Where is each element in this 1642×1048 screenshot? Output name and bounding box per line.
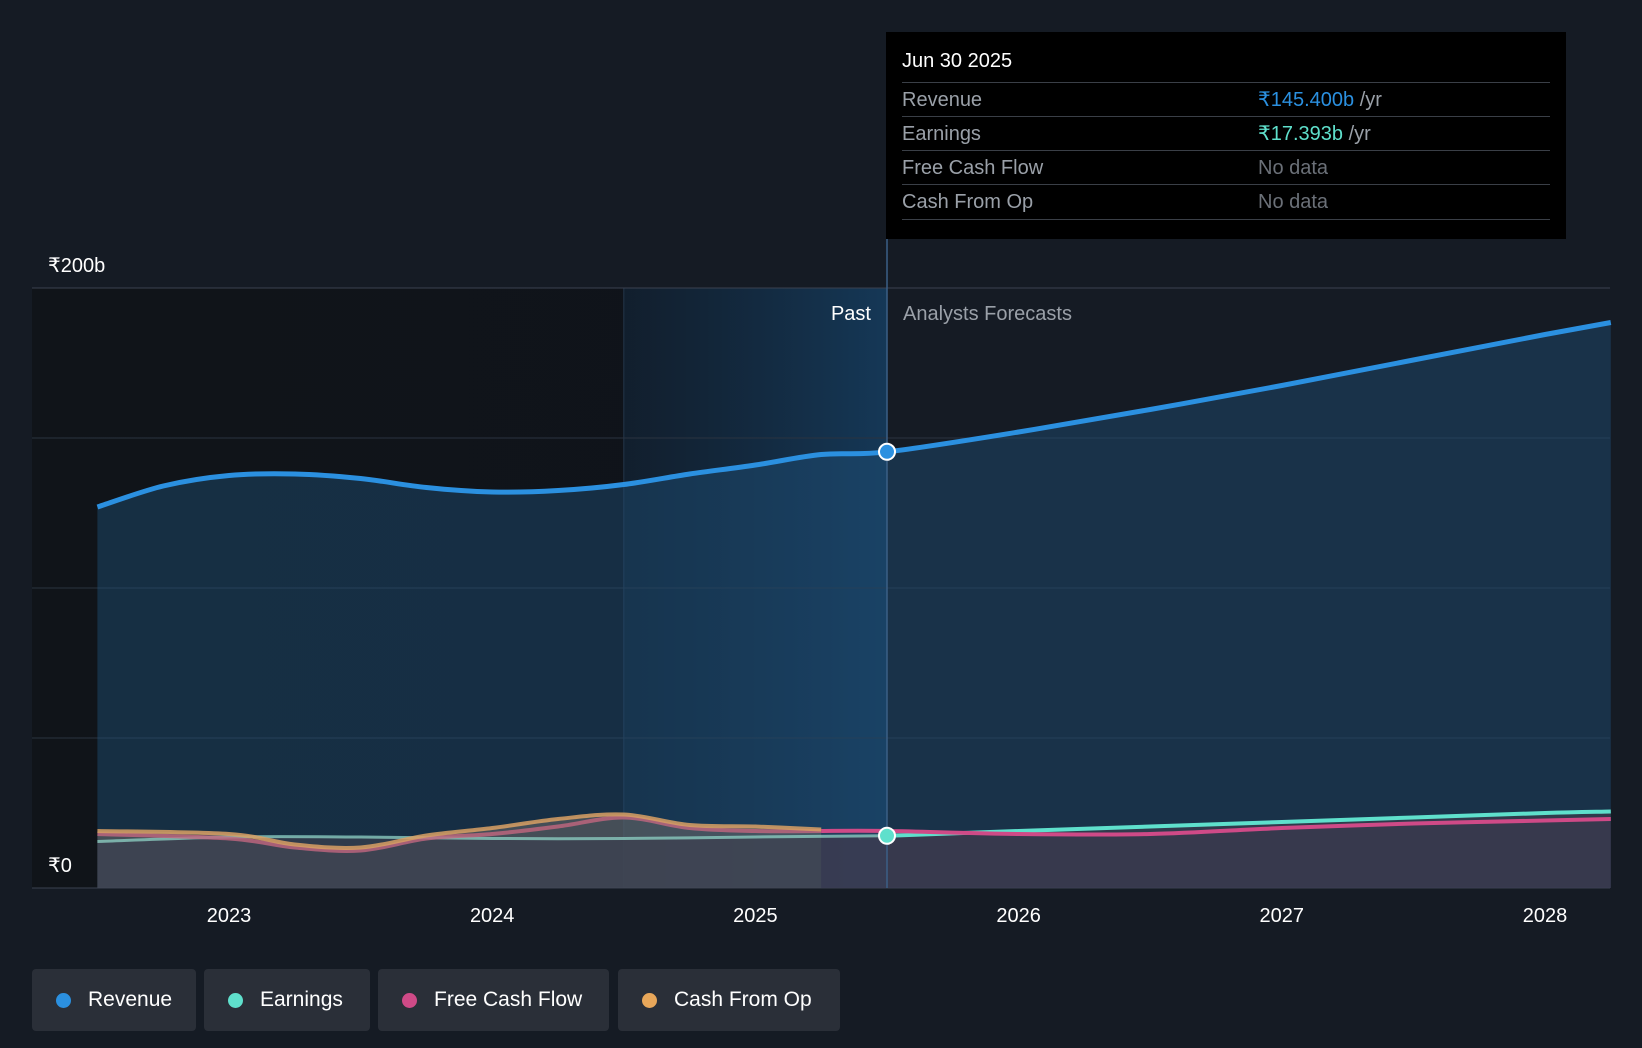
tooltip-value: No data: [1258, 191, 1329, 213]
legend-label: Free Cash Flow: [434, 988, 583, 1011]
earnings-dot-icon: [228, 993, 243, 1008]
tooltip-label: Free Cash Flow: [902, 157, 1044, 179]
legend-item-revenue[interactable]: Revenue: [32, 969, 196, 1031]
tooltip-row-free-cash-flow: Free Cash Flow No data: [902, 150, 1550, 185]
y-tick-label: ₹0: [48, 855, 72, 877]
tooltip-value: ₹17.393b /yr: [1258, 123, 1371, 145]
free-cash-flow-dot-icon: [402, 993, 417, 1008]
legend-item-cash-from-op[interactable]: Cash From Op: [618, 969, 840, 1031]
tooltip-value: ₹145.400b /yr: [1258, 89, 1382, 111]
tooltip-row-revenue: Revenue ₹145.400b /yr: [902, 82, 1550, 117]
x-tick-label: 2023: [207, 905, 252, 927]
free-cash-flow-area: [821, 819, 1611, 888]
x-tick-label: 2027: [1260, 905, 1305, 927]
x-tick-label: 2028: [1523, 905, 1568, 927]
legend-label: Revenue: [88, 988, 173, 1011]
earnings-marker: [878, 826, 896, 845]
legend-item-earnings[interactable]: Earnings: [204, 969, 370, 1031]
tooltip-label: Cash From Op: [902, 191, 1034, 213]
past-label: Past: [831, 303, 871, 325]
free-cash-flow-past-line: [97, 815, 822, 853]
free-cash-flow-forecast-line: [821, 817, 1611, 837]
revenue-line: [96, 320, 1612, 510]
earnings-forecast-line: [886, 809, 1611, 838]
x-tick-label: 2024: [470, 905, 515, 927]
legend-label: Earnings: [260, 988, 343, 1011]
x-tick-label: 2026: [996, 905, 1041, 927]
tooltip-label: Earnings: [902, 123, 981, 145]
tooltip-row-earnings: Earnings ₹17.393b /yr: [902, 116, 1550, 151]
tooltip-date: Jun 30 2025: [902, 50, 1013, 72]
revenue-area: [97, 322, 1611, 888]
x-tick-label: 2025: [733, 905, 778, 927]
legend-label: Cash From Op: [674, 988, 812, 1011]
legend-item-free-cash-flow[interactable]: Free Cash Flow: [378, 969, 609, 1031]
revenue-dot-icon: [56, 993, 71, 1008]
forecast-label: Analysts Forecasts: [903, 303, 1072, 325]
chart-tooltip: Jun 30 2025 Revenue ₹145.400b /yr Earnin…: [886, 32, 1566, 239]
tooltip-row-cash-from-op: Cash From Op No data: [902, 184, 1550, 220]
y-tick-label: ₹200b: [48, 255, 105, 277]
cash-from-op-dot-icon: [642, 993, 657, 1008]
cash-from-op-past-line: [97, 812, 822, 850]
revenue-marker: [878, 442, 896, 461]
tooltip-label: Revenue: [902, 89, 983, 111]
tooltip-value: No data: [1258, 157, 1329, 179]
